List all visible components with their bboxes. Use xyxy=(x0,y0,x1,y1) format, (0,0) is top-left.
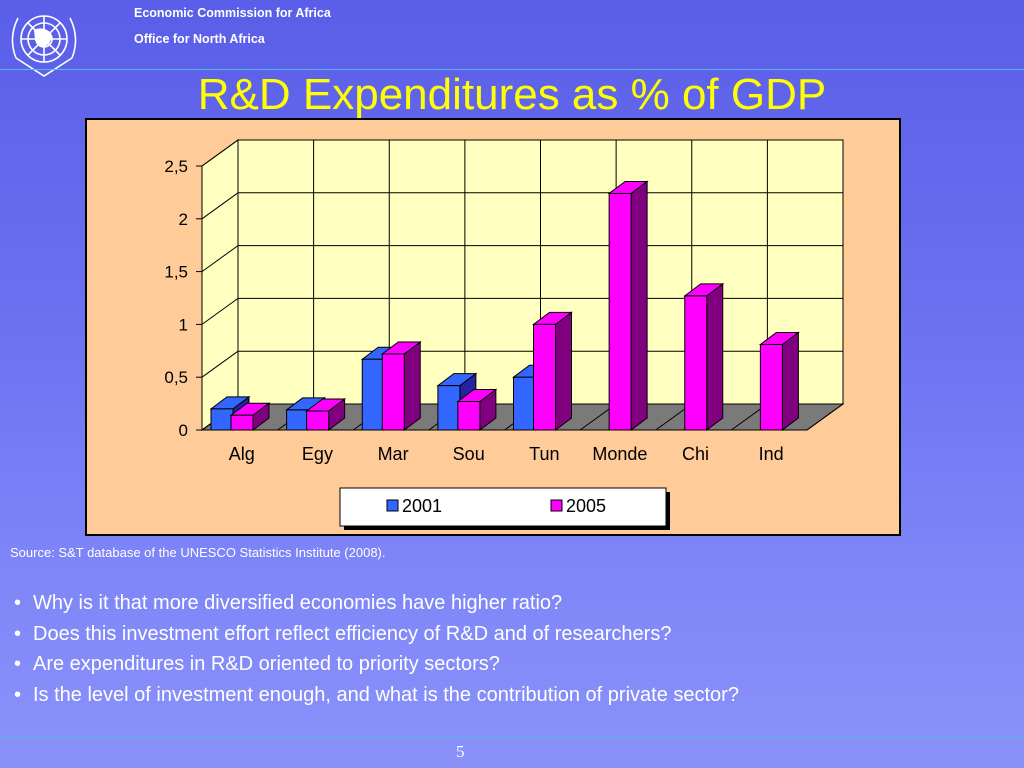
x-tick-label: Sou xyxy=(453,444,485,464)
footer-rule xyxy=(0,736,1024,737)
x-tick-label: Chi xyxy=(682,444,709,464)
bar-2001 xyxy=(361,358,385,431)
bar-2001 xyxy=(513,376,536,431)
bar-side xyxy=(781,331,799,431)
bar-2005 xyxy=(381,353,405,431)
question-text: Is the level of investment enough, and w… xyxy=(33,683,739,706)
bar-2005 xyxy=(457,400,481,431)
org-name: Economic Commission for Africa xyxy=(134,6,331,20)
legend-label: 2005 xyxy=(566,496,606,516)
bar-2005 xyxy=(608,192,632,431)
y-tick-label: 2 xyxy=(179,210,188,229)
bar-side xyxy=(555,311,572,431)
chart-area: 0 0,5 1 1,5 2 2,5 Alg Egy Mar Sou Tun Monde Chi Ind 20… xyxy=(85,118,901,536)
slide-title: R&D Expenditures as % of GDP xyxy=(197,70,827,119)
y-tick-label: 0 xyxy=(179,421,188,440)
question-item: • Why is it that more diversified economi… xyxy=(14,588,739,619)
gridline-side xyxy=(201,139,239,167)
bar-2005 xyxy=(684,295,708,431)
y-tick-label: 1,5 xyxy=(164,263,188,282)
gridline-side xyxy=(201,297,239,325)
chart-side-wall xyxy=(201,139,239,431)
source-note: Source: S&T database of the UNESCO Stati… xyxy=(10,545,386,560)
y-tick-label: 0,5 xyxy=(164,368,188,387)
bar-2005 xyxy=(533,323,556,431)
gridline-side xyxy=(201,245,239,273)
page-number: 5 xyxy=(456,742,465,761)
bar-side xyxy=(630,180,648,431)
x-tick-label: Tun xyxy=(529,444,559,464)
question-item: • Does this investment effort reflect eff… xyxy=(14,619,739,650)
bar-2001 xyxy=(210,408,234,431)
bullet-icon: • xyxy=(14,622,22,645)
x-tick-label: Ind xyxy=(759,444,784,464)
bullet-icon: • xyxy=(14,683,22,706)
x-tick-label: Mar xyxy=(378,444,409,464)
y-tick-label: 1 xyxy=(179,315,188,334)
y-tick-label: 2,5 xyxy=(164,157,188,176)
bar-2005 xyxy=(306,410,330,431)
bar-2005 xyxy=(759,343,783,431)
bar-side xyxy=(706,282,724,431)
office-name: Office for North Africa xyxy=(134,32,265,46)
legend-swatch xyxy=(386,499,399,512)
rd-expenditure-chart: 0 0,5 1 1,5 2 2,5 Alg Egy Mar Sou Tun Monde Chi Ind 20… xyxy=(164,139,845,530)
bar-2001 xyxy=(437,385,461,431)
question-item: • Are expenditures in R&D oriented to pri… xyxy=(14,649,739,680)
x-tick-label: Alg xyxy=(229,444,255,464)
question-list: • Why is it that more diversified economi… xyxy=(14,588,739,710)
floor-gridline xyxy=(806,403,844,431)
gridline-side xyxy=(201,350,239,378)
question-text: Does this investment effort reflect effi… xyxy=(33,622,672,645)
legend-swatch xyxy=(550,499,563,512)
gridline-side xyxy=(201,192,239,220)
bullet-icon: • xyxy=(14,653,22,675)
bullet-icon: • xyxy=(14,592,22,614)
question-item: • Is the level of investment enough, and … xyxy=(14,680,739,711)
header-rule xyxy=(0,69,1024,70)
x-tick-label: Egy xyxy=(302,444,333,464)
bar-2005 xyxy=(230,414,254,431)
un-emblem-icon xyxy=(11,15,77,77)
question-text: Are expenditures in R&D oriented to prio… xyxy=(33,653,500,675)
bar-2001 xyxy=(286,409,310,431)
legend-label: 2001 xyxy=(402,496,442,516)
x-tick-label: Monde xyxy=(592,444,647,464)
question-text: Why is it that more diversified economie… xyxy=(33,592,563,614)
bar-side xyxy=(403,340,421,431)
